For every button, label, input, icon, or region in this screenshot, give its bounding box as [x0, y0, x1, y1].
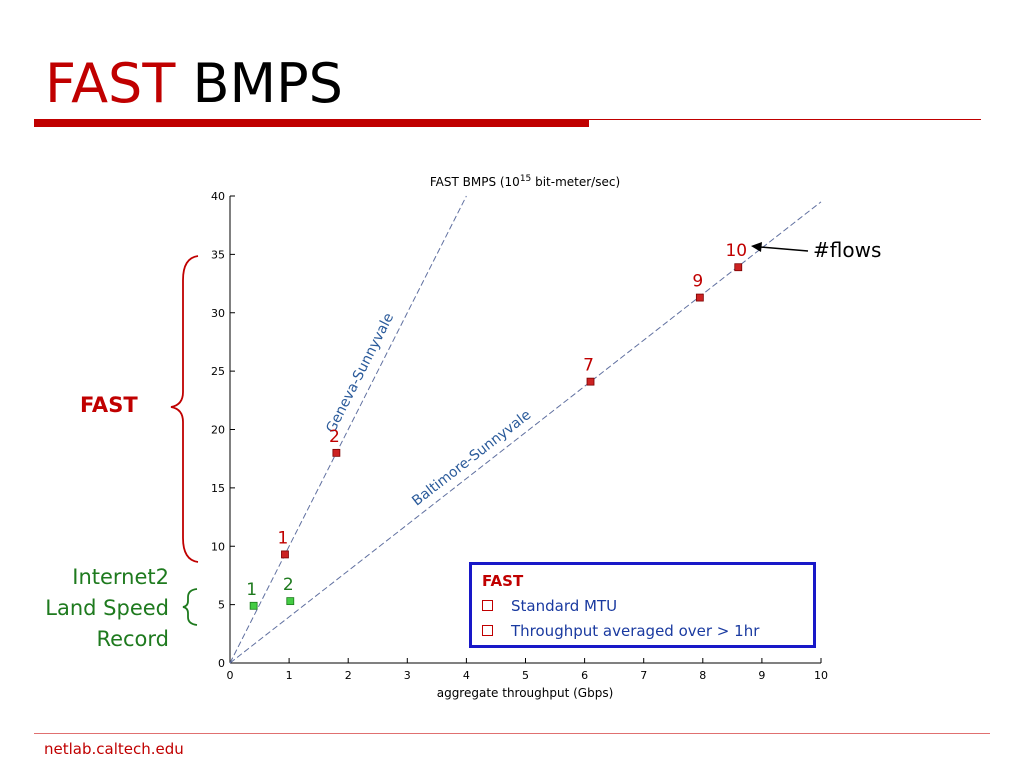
fast-side-label: FAST	[80, 393, 138, 417]
data-point	[695, 293, 704, 302]
x-axis-label: aggregate throughput (Gbps)	[437, 686, 614, 700]
internet2-brace	[182, 588, 198, 626]
data-point	[286, 597, 295, 606]
data-point-label: 9	[692, 272, 703, 292]
x-tick-label: 10	[814, 669, 828, 682]
x-tick-label: 9	[758, 669, 765, 682]
chart-title: FAST BMPS (1015 bit-meter/sec)	[430, 174, 620, 189]
y-tick-label: 20	[211, 424, 225, 437]
reference-line	[229, 195, 467, 664]
x-tick-label: 0	[227, 669, 234, 682]
chart-title-unit: bit-meter/sec)	[531, 175, 620, 189]
flows-label: #flows	[813, 238, 881, 262]
data-markers: 1 2 7 9 10 1 2	[246, 241, 747, 610]
fast-brace	[170, 255, 199, 563]
reference-line-label: Geneva-Sunnyvale	[323, 310, 397, 435]
y-tick-label: 40	[211, 190, 225, 203]
legend-item-label: Standard MTU	[511, 597, 618, 615]
flows-arrowhead	[751, 242, 762, 252]
legend-title: FAST	[482, 572, 524, 590]
y-tick-label: 5	[218, 599, 225, 612]
data-point-label: 2	[329, 427, 340, 447]
footer-rule	[34, 733, 990, 734]
internet2-side-label: Internet2 Land Speed Record	[8, 562, 169, 655]
legend-square-icon	[482, 625, 493, 636]
x-tick-label: 2	[345, 669, 352, 682]
chart-title-exponent: 15	[520, 174, 531, 184]
title-rule-thin	[589, 119, 981, 120]
data-point-label: 10	[725, 241, 747, 261]
data-point-label: 1	[278, 528, 289, 548]
y-tick-label: 30	[211, 307, 225, 320]
x-tick-label: 8	[699, 669, 706, 682]
data-point	[249, 601, 258, 610]
x-tick-label: 4	[463, 669, 470, 682]
x-tick-label: 1	[286, 669, 293, 682]
y-tick-label: 25	[211, 365, 225, 378]
data-point-label: 2	[283, 575, 294, 595]
title-rest: BMPS	[192, 52, 343, 115]
data-point	[734, 263, 743, 272]
legend-item-throughput: Throughput averaged over > 1hr	[482, 622, 759, 640]
internet2-line-1: Internet2	[72, 565, 169, 589]
x-tick-label: 5	[522, 669, 529, 682]
internet2-line-2: Land Speed	[45, 596, 169, 620]
footer-text: netlab.caltech.edu	[44, 740, 184, 758]
legend-square-icon	[482, 600, 493, 611]
title-accent: FAST	[45, 52, 176, 115]
reference-line-label: Baltimore-Sunnyvale	[409, 407, 534, 509]
data-point	[586, 377, 595, 386]
x-tick-label: 7	[640, 669, 647, 682]
y-tick-label: 0	[218, 657, 225, 670]
title-rule-thick	[34, 119, 589, 127]
internet2-line-3: Record	[96, 627, 169, 651]
legend-item-standard-mtu: Standard MTU	[482, 597, 617, 615]
y-tick-label: 35	[211, 248, 225, 261]
chart-axes: 0 1 2 3 4 5 6 7 8 9 10 0 5 10 15 20 25 30 35 40	[211, 190, 828, 682]
page-title: FAST BMPS	[45, 52, 343, 116]
y-tick-label: 10	[211, 540, 225, 553]
legend-box: FAST Standard MTU Throughput averaged ov…	[469, 562, 816, 648]
x-tick-label: 3	[404, 669, 411, 682]
data-point	[332, 448, 341, 457]
y-tick-label: 15	[211, 482, 225, 495]
data-point	[281, 550, 289, 559]
legend-item-label: Throughput averaged over > 1hr	[511, 622, 760, 640]
chart-title-main: FAST BMPS (10	[430, 175, 520, 189]
flows-arrow	[759, 246, 809, 252]
x-tick-label: 6	[581, 669, 588, 682]
data-point-label: 7	[583, 356, 594, 376]
reference-line	[229, 201, 822, 664]
data-point-label: 1	[246, 580, 257, 600]
